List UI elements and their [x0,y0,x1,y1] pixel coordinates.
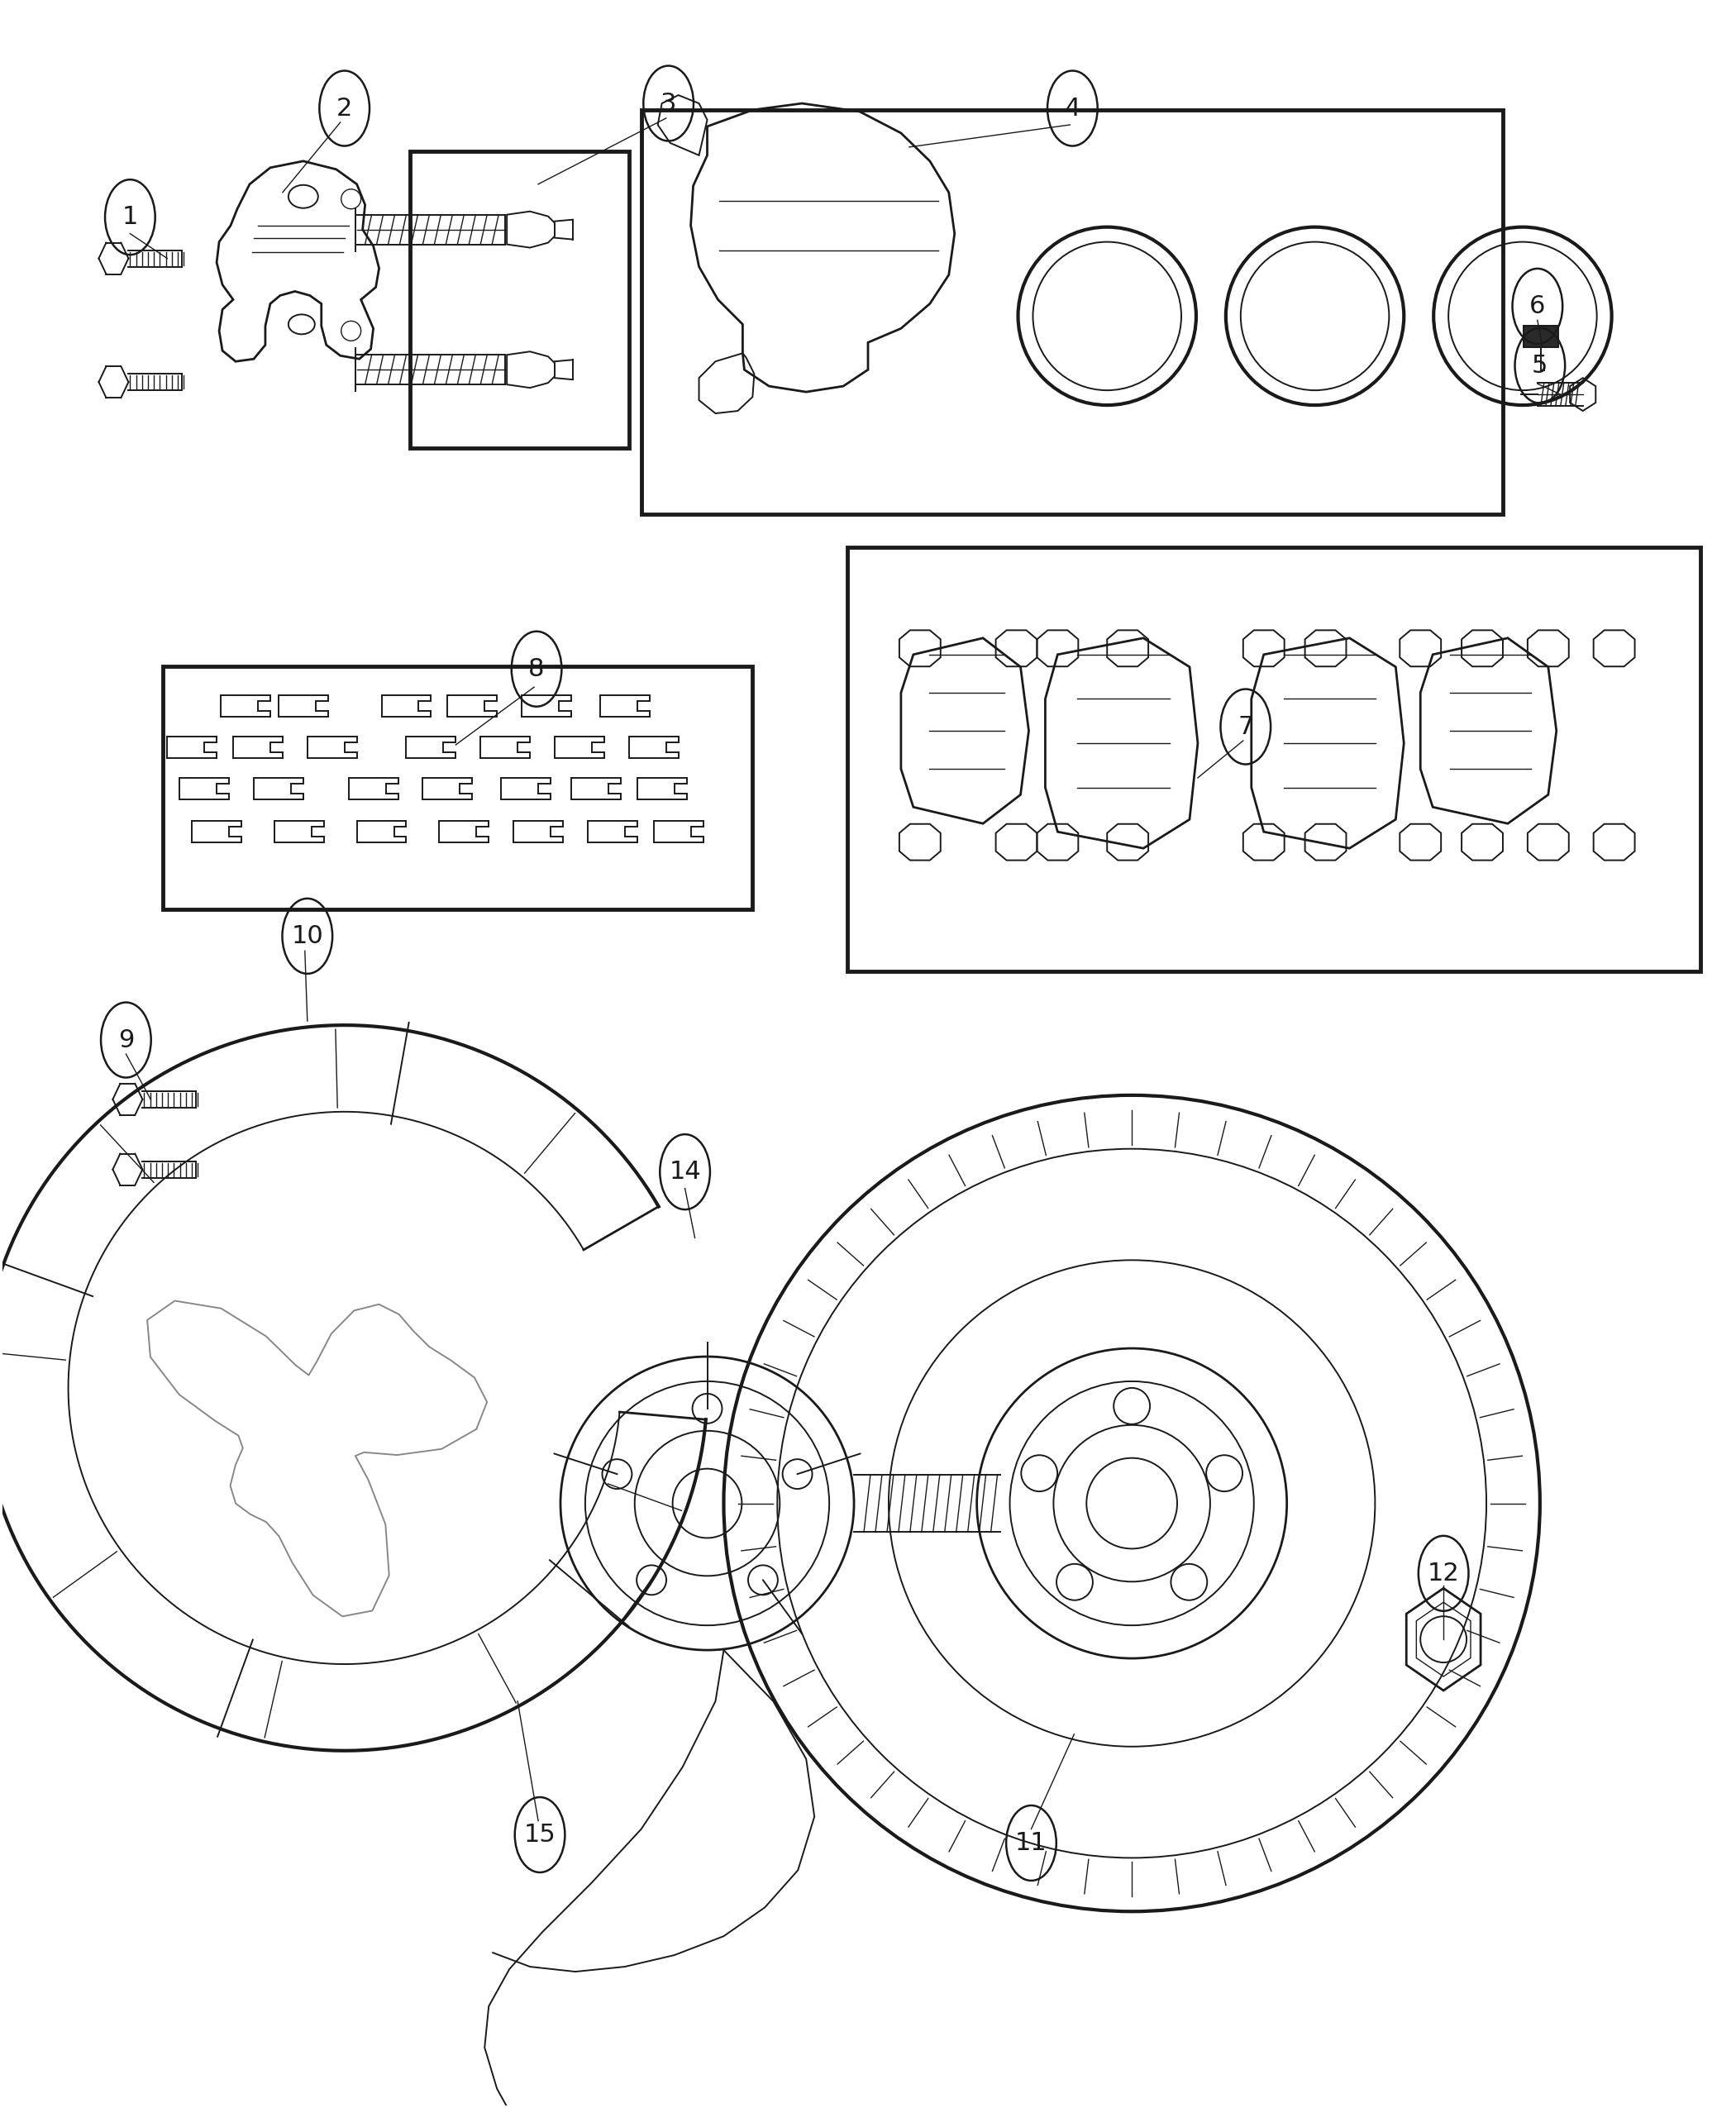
Text: 1: 1 [122,204,139,230]
Bar [163,666,753,911]
Text: 12: 12 [1427,1562,1460,1585]
Text: 15: 15 [524,1823,556,1847]
Text: 11: 11 [1016,1832,1047,1855]
Text: 8: 8 [528,658,545,681]
Bar [410,152,628,449]
Text: 9: 9 [118,1029,134,1052]
Text: 14: 14 [668,1159,701,1185]
Text: 6: 6 [1529,295,1545,318]
Bar [1524,327,1559,348]
Text: 10: 10 [292,923,323,949]
Text: 3: 3 [660,91,677,116]
Text: 2: 2 [337,97,352,120]
Text: 4: 4 [1064,97,1080,120]
Bar [641,110,1503,514]
Text: 5: 5 [1531,354,1549,377]
Text: 7: 7 [1238,715,1253,738]
Bar [847,546,1701,972]
